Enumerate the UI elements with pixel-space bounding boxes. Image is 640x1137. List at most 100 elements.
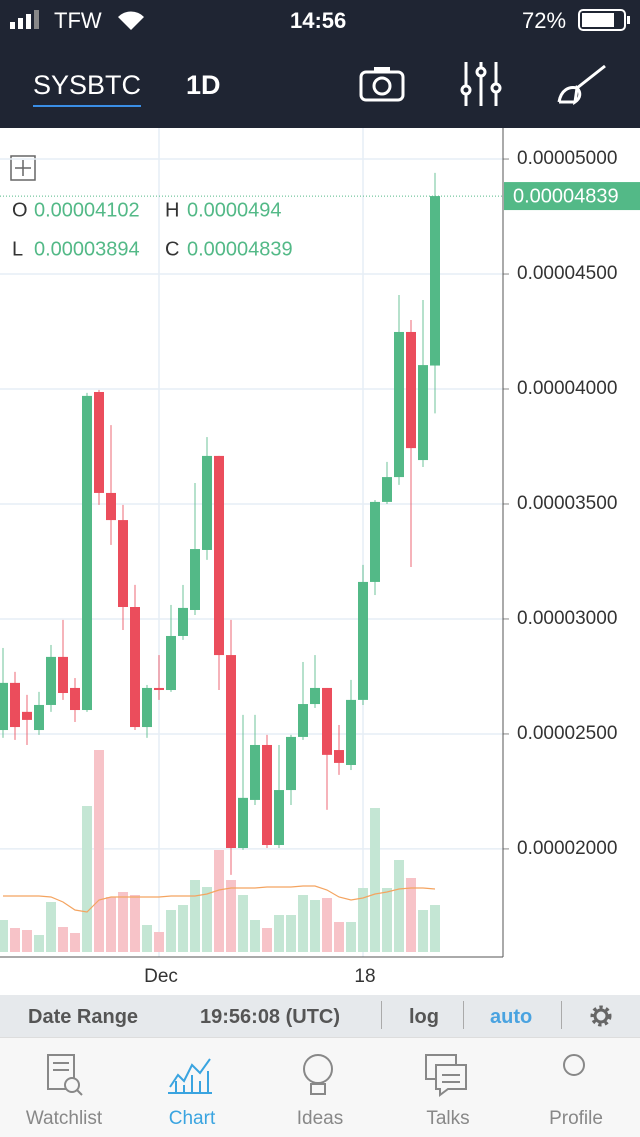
volume-bar	[22, 930, 32, 952]
tab-icon[interactable]	[550, 1051, 598, 1099]
tab-icon[interactable]	[294, 1051, 342, 1099]
volume-bar	[214, 850, 224, 952]
ohlc-value: 0.0000494	[187, 199, 282, 221]
ohlc-letter: L	[12, 238, 23, 260]
signal-icon	[10, 10, 39, 29]
candle-body	[214, 455, 224, 656]
status-bar: TFW 14:56 72%	[0, 0, 640, 40]
candle-body	[358, 581, 368, 700]
carrier: TFW	[54, 8, 102, 33]
ohlc-value: 0.00004839	[187, 238, 293, 260]
crosshair-button[interactable]	[10, 155, 36, 181]
ohlc-letter: O	[12, 199, 28, 221]
volume-bar	[274, 915, 284, 952]
candle-body	[394, 331, 404, 478]
volume-bar	[202, 887, 212, 952]
candle-body	[430, 196, 440, 366]
volume-ma-line	[3, 885, 436, 913]
log-toggle[interactable]: log	[409, 1006, 439, 1028]
volume-bar	[394, 860, 404, 952]
candle-body	[46, 656, 56, 705]
gear-button[interactable]	[589, 1004, 613, 1028]
candle-body	[226, 655, 236, 848]
candle-body	[262, 744, 272, 846]
auto-toggle[interactable]: auto	[490, 1006, 533, 1028]
symbol[interactable]: SYSBTC	[33, 70, 142, 107]
volume-bar	[94, 750, 104, 952]
interval[interactable]: 1D	[186, 70, 221, 100]
y-tick-label: 0.00003500	[517, 493, 617, 514]
x-tick-label: 18	[354, 966, 375, 987]
volume-bar	[166, 910, 176, 952]
candle-body	[0, 682, 8, 731]
tab-label[interactable]: Talks	[426, 1108, 470, 1129]
volume-bar	[286, 915, 296, 952]
volume-bar	[154, 932, 164, 952]
candle-body	[322, 687, 332, 755]
volume-bars	[0, 750, 440, 952]
y-tick-label: 0.00003000	[517, 608, 617, 629]
drawing-button[interactable]	[555, 62, 611, 108]
candle-body	[202, 455, 212, 550]
tab-icon[interactable]	[422, 1051, 470, 1099]
candle-body	[94, 391, 104, 493]
volume-bar	[298, 895, 308, 952]
utc-time[interactable]: 19:56:08 (UTC)	[200, 1006, 341, 1028]
candle-body	[418, 365, 428, 461]
y-tick-label: 0.00004000	[517, 378, 617, 399]
candle-body	[370, 501, 380, 582]
volume-bar	[406, 878, 416, 952]
tab-label[interactable]: Chart	[168, 1108, 216, 1129]
volume-bar	[46, 902, 56, 952]
candle-body	[142, 687, 152, 728]
tab-icon[interactable]	[40, 1051, 88, 1099]
battery-percent: 72%	[522, 8, 567, 33]
volume-bar	[250, 920, 260, 952]
candle-body	[10, 682, 20, 728]
candle-body	[250, 744, 260, 800]
candle-body	[298, 704, 308, 737]
y-tick-label: 0.00005000	[517, 148, 617, 169]
y-tick-label: 0.00002500	[517, 723, 617, 744]
volume-bar	[130, 895, 140, 952]
volume-bar	[262, 928, 272, 952]
candle-body	[406, 331, 416, 449]
volume-bar	[190, 880, 200, 952]
candle-body	[310, 687, 320, 705]
tab-bar: Watchlist Chart Ideas Talks Profile	[0, 1037, 640, 1137]
volume-bar	[142, 925, 152, 952]
settings-sliders-button[interactable]	[458, 60, 504, 108]
candle-body	[238, 797, 248, 848]
candle-body	[130, 607, 140, 728]
header: SYSBTC 1D	[0, 40, 640, 128]
tab-icon[interactable]	[166, 1051, 214, 1099]
chart: 0.00005000 0.00004500 0.00004000 0.00003500…	[0, 128, 640, 988]
date-range-button[interactable]: Date Range	[28, 1006, 139, 1028]
battery-icon	[578, 9, 630, 31]
camera-button[interactable]	[358, 64, 406, 104]
separator	[381, 1001, 382, 1029]
volume-bar	[346, 922, 356, 952]
separator	[561, 1001, 562, 1029]
volume-bar	[0, 920, 8, 952]
bottom-toolbar: Date Range 19:56:08 (UTC) log auto	[0, 995, 640, 1037]
volume-bar	[322, 898, 332, 952]
volume-bar	[382, 888, 392, 952]
candle-body	[382, 477, 392, 502]
candle-body	[70, 687, 80, 711]
y-tick-label: 0.00002000	[517, 838, 617, 859]
candle-body	[118, 520, 128, 608]
candle-body	[82, 395, 92, 711]
separator	[463, 1001, 464, 1029]
tab-label[interactable]: Ideas	[296, 1108, 344, 1129]
tab-label[interactable]: Watchlist	[25, 1108, 103, 1129]
ohlc-letter: H	[165, 199, 179, 221]
candle-body	[166, 635, 176, 691]
candle-body	[334, 750, 344, 763]
tab-label[interactable]: Profile	[549, 1108, 603, 1129]
candle-body	[178, 607, 188, 636]
volume-bar	[118, 892, 128, 952]
ohlc-letter: C	[165, 238, 179, 260]
x-tick-label: Dec	[144, 966, 178, 987]
candle-body	[274, 790, 284, 846]
